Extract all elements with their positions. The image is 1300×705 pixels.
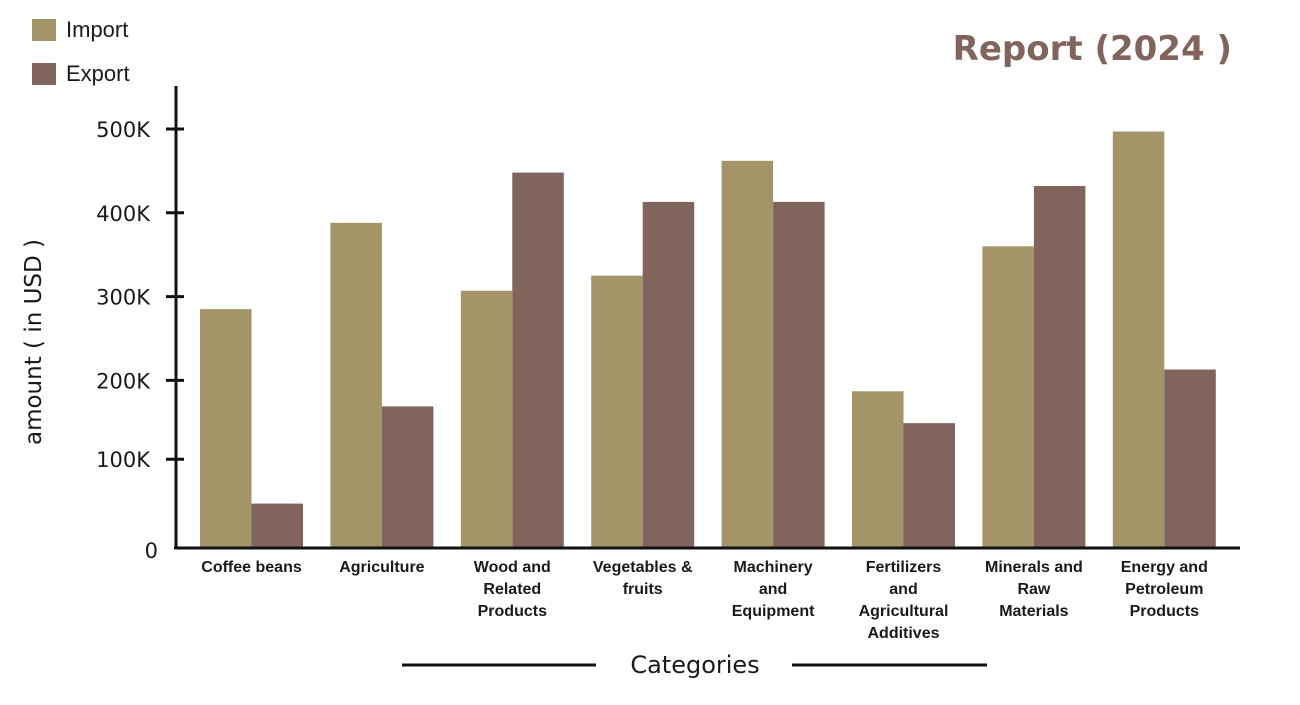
legend-swatch-export (32, 63, 56, 85)
legend: Import Export (32, 17, 130, 86)
category-label: Vegetables & fruits (593, 559, 693, 598)
bar-export (1033, 185, 1086, 548)
category-label: Minerals and Raw Materials (985, 559, 1083, 620)
y-tick-label: 400K (96, 202, 151, 226)
y-axis-ticks: 0 100K 200K 300K 400K 500K (96, 118, 184, 563)
bar-export (381, 406, 434, 548)
bar-import (591, 275, 643, 548)
chart-title: Report (2024 ) (953, 29, 1232, 69)
bar-export (642, 201, 695, 548)
bar-import (330, 222, 382, 548)
legend-swatch-import (32, 19, 56, 41)
y-tick-label: 100K (96, 448, 151, 472)
legend-label-import: Import (66, 17, 128, 42)
bar-import (982, 246, 1034, 548)
bar-import (1112, 131, 1165, 548)
category-label: Machinery and Equipment (732, 559, 815, 620)
bar-export (1164, 369, 1216, 548)
bars (200, 131, 1216, 549)
bar-import (852, 391, 904, 548)
category-label: Fertilizers and Agricultural Additives (859, 559, 949, 642)
category-label: Agriculture (339, 559, 424, 576)
bar-import (721, 160, 774, 548)
y-tick-label: 300K (96, 286, 151, 310)
bar-export (512, 172, 564, 549)
category-label: Coffee beans (201, 559, 302, 576)
y-tick-label: 500K (96, 118, 151, 142)
category-labels: Coffee beans Agriculture Wood and Related Pr… (201, 559, 1208, 642)
bar-export (251, 503, 303, 548)
bar-export (903, 423, 955, 548)
y-tick-label: 200K (96, 369, 151, 393)
category-label: Wood and Related Products (474, 559, 551, 620)
category-label: Energy and Petroleum Products (1121, 559, 1208, 620)
bar-import (460, 290, 513, 548)
bar-import (200, 309, 252, 548)
y-tick-label: 0 (145, 539, 158, 563)
y-axis-label: amount ( in USD ) (21, 239, 47, 445)
x-axis-label: Categories (630, 651, 759, 679)
legend-label-export: Export (66, 61, 130, 86)
bar-export (773, 201, 825, 548)
